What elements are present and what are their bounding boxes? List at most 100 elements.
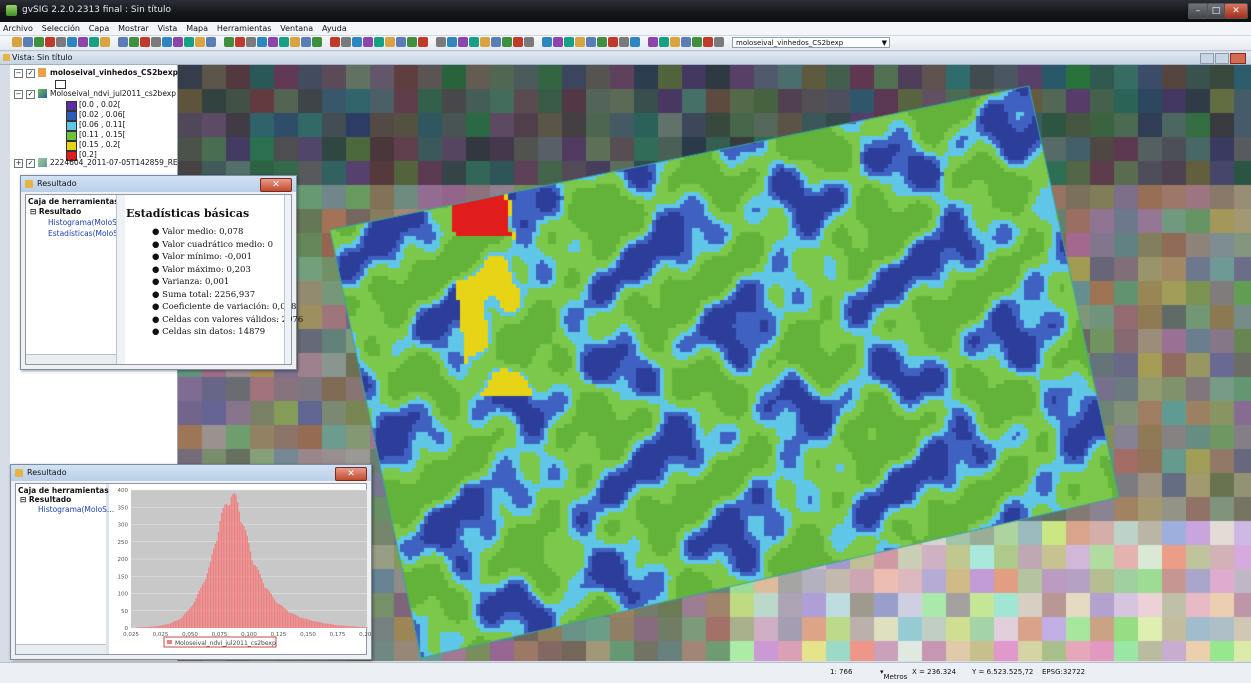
tool-button-icon[interactable] [312, 37, 322, 47]
tool-button-icon[interactable] [564, 37, 574, 47]
tool-button-icon[interactable] [385, 37, 395, 47]
layer2-name[interactable]: Moloseival_ndvi_jul2011_cs2bexp [50, 89, 176, 98]
tool-button-icon[interactable] [681, 37, 691, 47]
horizontal-scrollbar[interactable] [16, 644, 106, 654]
menu-vista[interactable]: Vista [157, 24, 178, 33]
tool-button-icon[interactable] [257, 37, 267, 47]
layer1-name[interactable]: moloseival_vinhedos_CS2bexp [50, 68, 178, 77]
tool-button-icon[interactable] [670, 37, 680, 47]
layer3-name[interactable]: 2224604_2011-07-05T142859_RE4_3 [50, 158, 191, 167]
tool-button-icon[interactable] [235, 37, 245, 47]
tool-button-icon[interactable] [23, 37, 33, 47]
tool-button-icon[interactable] [184, 37, 194, 47]
tool-button-icon[interactable] [224, 37, 234, 47]
tool-button-icon[interactable] [524, 37, 534, 47]
menu-mapa[interactable]: Mapa [186, 24, 209, 33]
tool-button-icon[interactable] [659, 37, 669, 47]
tool-button-icon[interactable] [341, 37, 351, 47]
tree-root[interactable]: Caja de herramientas [18, 486, 109, 495]
tool-button-icon[interactable] [206, 37, 216, 47]
tool-button-icon[interactable] [67, 37, 77, 47]
tree-item-estadisticas[interactable]: Estadísticas(MoloS... [48, 229, 126, 238]
tool-button-icon[interactable] [78, 37, 88, 47]
stats-scrollbar[interactable] [284, 195, 291, 364]
tool-button-icon[interactable] [396, 37, 406, 47]
tool-button-icon[interactable] [542, 37, 552, 47]
tool-button-icon[interactable] [301, 37, 311, 47]
layer-select[interactable]: moloseival_vinhedos_CS2bexp ▼ [732, 37, 890, 48]
tool-button-icon[interactable] [597, 37, 607, 47]
tool-button-icon[interactable] [363, 37, 373, 47]
view-minimize-button[interactable] [1200, 53, 1214, 64]
tool-button-icon[interactable] [418, 37, 428, 47]
tool-button-icon[interactable] [436, 37, 446, 47]
scale-readout[interactable]: 1: 766 [830, 668, 853, 676]
tree-root[interactable]: Caja de herramientas [28, 197, 119, 206]
tool-button-icon[interactable] [45, 37, 55, 47]
tool-button-icon[interactable] [619, 37, 629, 47]
vertical-scrollbar[interactable] [116, 195, 125, 364]
tool-button-icon[interactable] [513, 37, 523, 47]
tool-button-icon[interactable] [502, 37, 512, 47]
tool-button-icon[interactable] [330, 37, 340, 47]
tool-button-icon[interactable] [12, 37, 22, 47]
view-close-button[interactable] [1230, 53, 1246, 64]
tool-button-icon[interactable] [118, 37, 128, 47]
tool-button-icon[interactable] [268, 37, 278, 47]
units-select[interactable]: ▾ Metros [880, 668, 908, 681]
tool-button-icon[interactable] [586, 37, 596, 47]
tool-button-icon[interactable] [129, 37, 139, 47]
close-button[interactable]: ✕ [260, 178, 292, 192]
menu-ventana[interactable]: Ventana [280, 24, 314, 33]
menu-mostrar[interactable]: Mostrar [118, 24, 149, 33]
layer3-checkbox[interactable]: ✓ [26, 159, 35, 168]
tool-button-icon[interactable] [162, 37, 172, 47]
tool-button-icon[interactable] [703, 37, 713, 47]
horizontal-scrollbar[interactable] [26, 354, 121, 364]
tool-button-icon[interactable] [290, 37, 300, 47]
menu-capa[interactable]: Capa [88, 24, 110, 33]
tool-button-icon[interactable] [56, 37, 66, 47]
tool-button-icon[interactable] [151, 37, 161, 47]
tool-button-icon[interactable] [173, 37, 183, 47]
tool-button-icon[interactable] [195, 37, 205, 47]
menu-ayuda[interactable]: Ayuda [322, 24, 347, 33]
tool-button-icon[interactable] [714, 37, 724, 47]
tree-node-resultado[interactable]: ⊟ Resultado [20, 495, 72, 504]
expand-icon[interactable]: − [14, 69, 23, 78]
tree-node-resultado[interactable]: ⊟ Resultado [30, 207, 82, 216]
tool-button-icon[interactable] [469, 37, 479, 47]
close-button[interactable]: ✕ [1224, 3, 1248, 19]
tree-item-histograma[interactable]: Histograma(MoloS... [38, 505, 115, 514]
expand-icon[interactable]: + [14, 159, 23, 168]
maximize-button[interactable]: □ [1207, 3, 1225, 19]
view-maximize-button[interactable] [1215, 53, 1229, 64]
tool-button-icon[interactable] [692, 37, 702, 47]
tool-button-icon[interactable] [89, 37, 99, 47]
expand-icon[interactable]: − [14, 90, 23, 99]
tool-button-icon[interactable] [648, 37, 658, 47]
menu-archivo[interactable]: Archivo [3, 24, 33, 33]
tool-button-icon[interactable] [458, 37, 468, 47]
menu-herramientas[interactable]: Herramientas [216, 24, 272, 33]
tree-item-histograma[interactable]: Histograma(MoloS... [48, 218, 125, 227]
tool-button-icon[interactable] [447, 37, 457, 47]
tool-button-icon[interactable] [34, 37, 44, 47]
tool-button-icon[interactable] [630, 37, 640, 47]
tool-button-icon[interactable] [575, 37, 585, 47]
tool-button-icon[interactable] [140, 37, 150, 47]
layer1-checkbox[interactable]: ✓ [26, 69, 35, 78]
layer2-checkbox[interactable]: ✓ [26, 90, 35, 99]
tool-button-icon[interactable] [352, 37, 362, 47]
minimize-button[interactable]: – [1188, 3, 1208, 19]
tool-button-icon[interactable] [279, 37, 289, 47]
tool-button-icon[interactable] [407, 37, 417, 47]
tool-button-icon[interactable] [480, 37, 490, 47]
tool-button-icon[interactable] [491, 37, 501, 47]
tool-button-icon[interactable] [553, 37, 563, 47]
tool-button-icon[interactable] [100, 37, 110, 47]
tool-button-icon[interactable] [246, 37, 256, 47]
close-button[interactable]: ✕ [335, 467, 367, 481]
tool-button-icon[interactable] [608, 37, 618, 47]
menu-seleccion[interactable]: Selección [41, 24, 80, 33]
